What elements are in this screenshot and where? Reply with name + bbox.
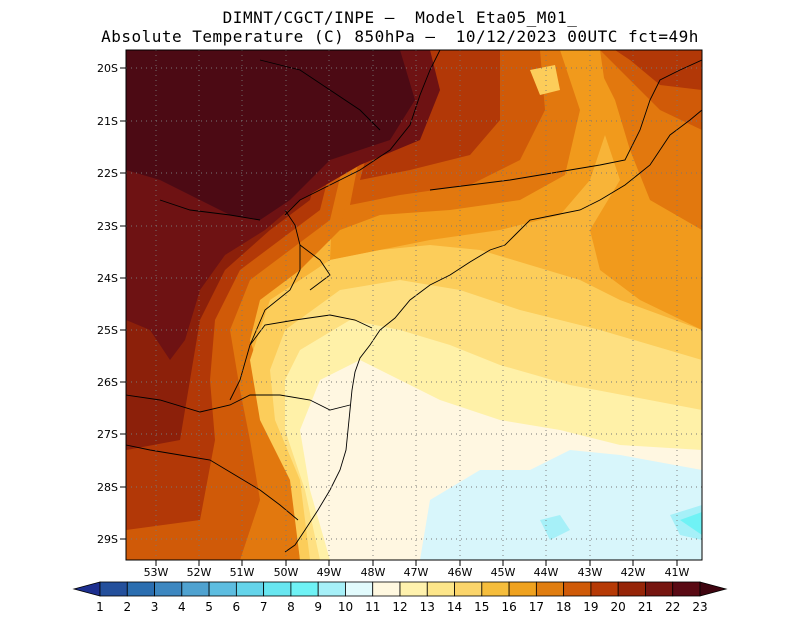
lat-label: 28S: [97, 481, 118, 494]
colorbar-label: 4: [178, 600, 186, 614]
border-state-5: [284, 50, 441, 216]
colorbar-label: 7: [260, 600, 268, 614]
colorbar-segment: [508, 581, 537, 597]
field-t10: [540, 515, 570, 540]
colorbar-label: 12: [392, 600, 407, 614]
colorbar-segment: [426, 581, 455, 597]
border-state-2: [126, 444, 299, 521]
grid-lines: [126, 50, 702, 560]
colorbar-label: 19: [583, 600, 598, 614]
border-state-9: [259, 59, 381, 131]
colorbar-segment: [290, 581, 319, 597]
colorbar-segment: [126, 581, 155, 597]
lon-label: 51W: [230, 566, 255, 579]
colorbar-segment: [399, 581, 428, 597]
lon-label: 47W: [404, 566, 429, 579]
field-t23-west: [126, 50, 415, 220]
field-t15-spot: [530, 65, 560, 95]
colorbar-label: 5: [205, 600, 213, 614]
lon-label: 43W: [578, 566, 603, 579]
colorbar-segment: [590, 581, 619, 597]
colorbar-segment: [99, 581, 128, 597]
lon-labels: 53W 52W 51W 50W 49W 48W 47W 46W 45W 44W …: [144, 566, 690, 579]
lat-label: 23S: [97, 220, 118, 233]
axis-ticks: [120, 67, 678, 566]
lon-label: 46W: [448, 566, 473, 579]
colorbar-label: 23: [692, 600, 707, 614]
colorbar-segment: [154, 581, 183, 597]
colorbar-label: 3: [151, 600, 159, 614]
colorbar-label: 20: [611, 600, 626, 614]
border-state-7: [299, 244, 331, 291]
lon-label: 41W: [665, 566, 690, 579]
coastline-borders: [126, 50, 702, 553]
lat-label: 25S: [97, 324, 118, 337]
colorbar-segment: [208, 581, 237, 597]
colorbar-label: 14: [447, 600, 462, 614]
colorbar-label: 11: [365, 600, 380, 614]
lat-label: 20S: [97, 62, 118, 75]
colorbar-segment: [563, 581, 592, 597]
lon-label: 48W: [361, 566, 386, 579]
colorbar-label: 6: [233, 600, 241, 614]
lat-label: 27S: [97, 428, 118, 441]
colorbar-segment: [181, 581, 210, 597]
colorbar-segment: [263, 581, 292, 597]
colorbar-segment: [454, 581, 483, 597]
lon-label: 42W: [621, 566, 646, 579]
colorbar-label: 15: [474, 600, 489, 614]
lon-label: 49W: [317, 566, 342, 579]
colorbar-segment: [617, 581, 646, 597]
colorbar-label: 8: [287, 600, 295, 614]
colorbar-segment: [235, 581, 265, 597]
colorbar-labels: 1 2 3 4 5 6 7 8 9 10 11 12 13 14 15 16 17 18 19 20 21 22 23: [96, 600, 707, 614]
field-t9: [680, 512, 702, 535]
colorbar: [72, 581, 728, 597]
map-frame: [125, 49, 703, 561]
lat-label: 24S: [97, 272, 118, 285]
lon-label: 53W: [144, 566, 169, 579]
colorbar-segment: [672, 581, 701, 597]
colorbar-label: 16: [501, 600, 516, 614]
colorbar-label: 9: [314, 600, 322, 614]
lat-label: 29S: [97, 533, 118, 546]
border-state-8: [159, 199, 261, 221]
colorbar-label: 22: [665, 600, 680, 614]
colorbar-segment: [535, 581, 565, 597]
colorbar-label: 21: [638, 600, 653, 614]
title-line-1: DIMNT/CGCT/INPE – Model Eta05_M01_: [222, 8, 578, 27]
temperature-field: [126, 50, 702, 560]
title-line-2: Absolute Temperature (C) 850hPa – 10/12/…: [101, 27, 699, 46]
border-state-1: [126, 394, 351, 413]
lat-label: 21S: [97, 115, 118, 128]
colorbar-segment: [481, 581, 510, 597]
colorbar-label: 1: [96, 600, 104, 614]
colorbar-arrow-right: [699, 581, 728, 597]
colorbar-segment: [317, 581, 346, 597]
lon-label: 50W: [274, 566, 299, 579]
border-state-4: [249, 209, 301, 346]
colorbar-segment: [645, 581, 674, 597]
coastline: [284, 109, 702, 553]
colorbar-label: 18: [556, 600, 571, 614]
field-t11: [420, 450, 702, 560]
lon-label: 52W: [187, 566, 212, 579]
colorbar-label: 17: [529, 600, 544, 614]
lat-label: 26S: [97, 376, 118, 389]
colorbar-segment: [345, 581, 374, 597]
lon-label: 45W: [491, 566, 516, 579]
colorbar-segment: [372, 581, 401, 597]
lon-label: 44W: [534, 566, 559, 579]
field-t20-east: [615, 50, 702, 90]
border-state-3: [229, 314, 373, 401]
colorbar-label: 2: [123, 600, 131, 614]
lat-labels: 20S 21S 22S 23S 24S 25S 26S 27S 28S 29S: [97, 62, 118, 546]
colorbar-label: 13: [420, 600, 435, 614]
colorbar-label: 10: [338, 600, 353, 614]
lat-label: 22S: [97, 167, 118, 180]
colorbar-arrow-left: [72, 581, 101, 597]
